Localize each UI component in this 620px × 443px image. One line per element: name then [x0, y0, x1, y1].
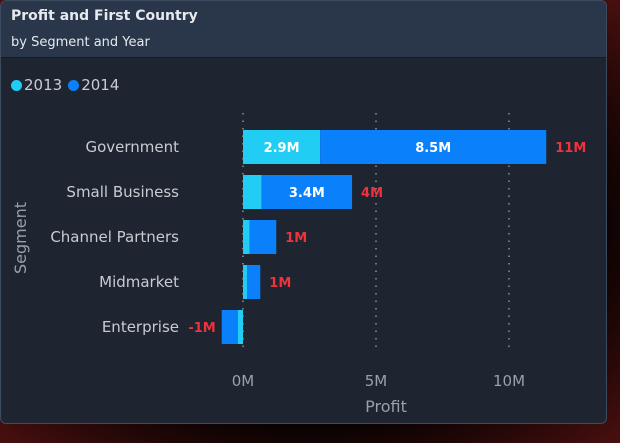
legend-label: 2014 — [81, 76, 120, 94]
data-label: 8.5M — [415, 141, 451, 156]
bar-2014 — [261, 175, 353, 209]
chart-card: Profit and First Country by Segment and … — [0, 0, 607, 424]
category-label: Midmarket — [99, 273, 179, 291]
card-header: Profit and First Country by Segment and … — [1, 1, 606, 58]
category-label: Government — [85, 138, 179, 156]
x-tick-label: 0M — [232, 372, 255, 390]
x-tick-label: 5M — [365, 372, 388, 390]
legend-dot-icon — [68, 79, 80, 91]
total-label: -1M — [188, 321, 215, 336]
bar-2013 — [237, 310, 243, 344]
legend-item-2014[interactable]: 2014 — [68, 76, 119, 94]
category-label: Small Business — [66, 183, 179, 201]
legend: 2013 2014 — [11, 76, 119, 94]
x-tick-label: 10M — [493, 372, 525, 390]
category-label: Enterprise — [102, 318, 179, 336]
y-axis-title: Segment — [11, 202, 30, 274]
data-label: 2.9M — [264, 141, 300, 156]
legend-item-2013[interactable]: 2013 — [11, 76, 62, 94]
bar-2014 — [246, 265, 261, 299]
data-label: 3.4M — [289, 186, 325, 201]
total-label: 1M — [269, 276, 291, 291]
category-label: Channel Partners — [50, 228, 179, 246]
bar-chart: 0M 5M 10M Profit Segment Government 2.9M 8.5M 11… — [11, 113, 586, 416]
bar-2014 — [221, 310, 238, 344]
total-label: 1M — [285, 231, 307, 246]
bar-2013 — [243, 175, 262, 209]
bar-2014 — [249, 220, 277, 254]
bar-2014 — [320, 130, 547, 164]
bar-2013 — [243, 220, 250, 254]
chart-title: Profit and First Country — [11, 8, 198, 24]
bar-2013 — [243, 265, 247, 299]
bar-2013 — [243, 130, 321, 164]
chart-subtitle: by Segment and Year — [11, 35, 150, 50]
total-label: 11M — [555, 141, 586, 156]
total-label: 4M — [361, 186, 383, 201]
legend-label: 2013 — [24, 76, 63, 94]
legend-dot-icon — [11, 79, 22, 91]
x-axis-title: Profit — [365, 397, 407, 416]
